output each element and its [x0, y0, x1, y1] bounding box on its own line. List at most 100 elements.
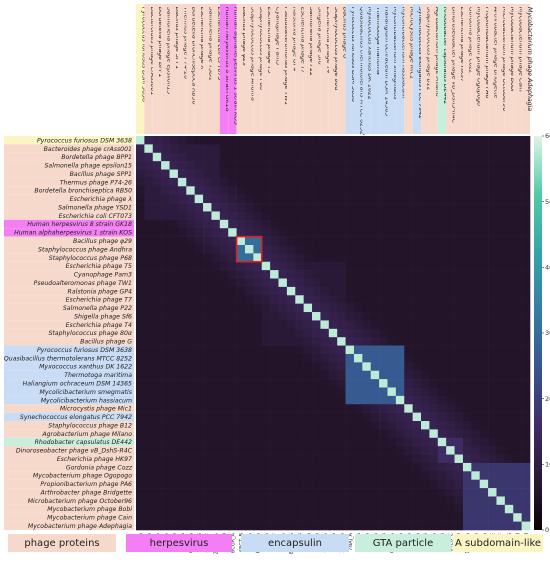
heatmap-cell	[496, 504, 506, 514]
heatmap-cell	[353, 446, 363, 455]
heatmap-cell	[421, 328, 430, 338]
heatmap-cell	[421, 278, 430, 288]
row-label-bg	[4, 244, 134, 254]
heatmap-cell	[286, 345, 296, 355]
heatmap-cell	[488, 203, 497, 212]
heatmap-cell	[496, 362, 506, 372]
heatmap-cell	[219, 421, 229, 430]
heatmap-cell	[421, 504, 430, 514]
heatmap-cell	[395, 345, 405, 355]
heatmap-cell	[211, 186, 221, 195]
heatmap-cell	[496, 261, 506, 271]
heatmap-cell	[462, 454, 472, 464]
heatmap-cell	[471, 337, 480, 346]
heatmap-cell	[504, 270, 514, 279]
heatmap-cell	[387, 370, 397, 380]
heatmap-cell	[169, 270, 179, 279]
heatmap-cell	[228, 203, 237, 212]
heatmap-cell	[446, 421, 455, 430]
heatmap-cell	[446, 203, 455, 212]
heatmap-cell	[270, 337, 279, 346]
heatmap-cell	[362, 446, 372, 455]
heatmap-cell	[454, 228, 464, 237]
heatmap-cell	[295, 152, 304, 162]
heatmap-cell	[236, 362, 246, 372]
heatmap-cell	[387, 312, 397, 321]
heatmap-cell	[203, 253, 212, 263]
heatmap-cell	[219, 462, 229, 472]
heatmap-cell	[194, 161, 204, 170]
heatmap-cell	[303, 471, 313, 480]
heatmap-cell	[421, 345, 430, 355]
heatmap-cell	[471, 362, 480, 372]
heatmap-cell	[211, 169, 221, 179]
heatmap-cell	[412, 253, 422, 263]
heatmap-cell	[488, 345, 497, 355]
heatmap-cell	[286, 136, 296, 145]
heatmap-cell	[169, 395, 179, 405]
heatmap-cell	[228, 496, 237, 506]
heatmap-cell	[261, 429, 271, 439]
heatmap-cell	[161, 345, 170, 355]
heatmap-cell	[177, 404, 187, 413]
heatmap-cell	[320, 521, 330, 531]
heatmap-cell	[312, 471, 321, 480]
heatmap-cell	[261, 513, 271, 522]
heatmap-cell	[345, 144, 355, 154]
heatmap-cell	[345, 194, 355, 204]
heatmap-cell	[136, 152, 145, 162]
heatmap-cell	[353, 144, 363, 154]
heatmap-cell	[395, 177, 405, 187]
heatmap-cell	[236, 521, 246, 531]
heatmap-cell	[353, 228, 363, 237]
heatmap-cell	[362, 488, 372, 497]
heatmap-cell	[429, 429, 439, 439]
heatmap-cell	[328, 353, 338, 363]
heatmap-cell	[295, 362, 304, 372]
row-label-bg	[4, 152, 134, 162]
heatmap-cell	[303, 320, 313, 330]
heatmap-cell	[437, 295, 447, 304]
col-label: Mycobacterium phage Adephagia	[526, 7, 534, 111]
heatmap-cell	[186, 412, 195, 422]
heatmap-cell	[211, 211, 221, 221]
heatmap-cell	[471, 370, 480, 380]
heatmap-cell	[454, 353, 464, 363]
heatmap-cell	[228, 152, 237, 162]
heatmap-cell	[454, 152, 464, 162]
heatmap-cell	[186, 261, 195, 271]
heatmap-cell	[412, 353, 422, 363]
heatmap-cell	[395, 412, 405, 422]
heatmap-cell	[454, 236, 464, 246]
heatmap-cell	[496, 370, 506, 380]
heatmap-cell	[370, 177, 380, 187]
heatmap-cell	[261, 345, 271, 355]
heatmap-cell	[412, 261, 422, 271]
heatmap-cell	[387, 228, 397, 237]
heatmap-cell	[244, 303, 254, 313]
heatmap-cell	[312, 144, 321, 154]
heatmap-cell	[429, 471, 439, 480]
heatmap-cell	[211, 504, 221, 514]
heatmap-cell	[320, 136, 330, 145]
col-label: Escherichia coli CFT073	[216, 7, 223, 80]
heatmap-cell	[387, 513, 397, 522]
heatmap-cell	[345, 379, 355, 388]
heatmap-cell	[429, 219, 439, 229]
heatmap-cell	[454, 186, 464, 195]
heatmap-cell	[496, 219, 506, 229]
heatmap-cell	[370, 219, 380, 229]
heatmap-cell	[437, 370, 447, 380]
heatmap-cell	[177, 236, 187, 246]
heatmap-cell	[479, 295, 489, 304]
legend-label-phage-proteins: phage proteins	[24, 537, 100, 549]
heatmap-cell	[236, 421, 246, 430]
heatmap-cell	[504, 169, 514, 179]
heatmap-cell	[353, 161, 363, 170]
heatmap-cell	[295, 462, 304, 472]
col-label: Escherichia phage T4	[325, 7, 332, 73]
heatmap-cell	[471, 278, 480, 288]
heatmap-cell	[144, 421, 154, 430]
heatmap-cell	[286, 379, 296, 388]
heatmap-cell	[244, 161, 254, 170]
